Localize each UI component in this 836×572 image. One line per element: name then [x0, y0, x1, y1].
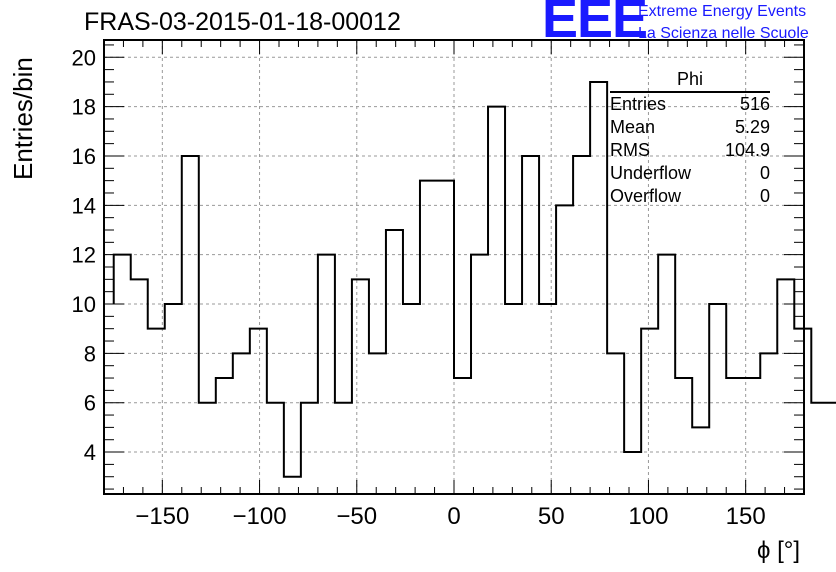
x-tick-label: −50 — [336, 503, 377, 530]
y-tick-label: 18 — [72, 95, 96, 120]
y-tick-label: 10 — [72, 292, 96, 317]
logo-subtitle-line1: Extreme Energy Events — [638, 3, 807, 20]
axis-ticks — [103, 40, 805, 494]
stats-value: 0 — [759, 163, 770, 183]
stats-label: RMS — [610, 140, 650, 160]
y-tick-label: 16 — [72, 144, 96, 169]
stats-label: Mean — [610, 117, 656, 137]
y-tick-label: 12 — [72, 243, 96, 268]
eee-logo: EEE — [542, 0, 648, 49]
x-tick-label: 150 — [726, 503, 766, 530]
stats-row-underflow: Underflow 0 — [610, 162, 770, 185]
y-tick-label: 20 — [72, 45, 96, 70]
tick-labels: −150 −100 −50 0 50 100 150 4 6 8 10 12 14 16 18 20 — [72, 45, 766, 530]
grid-lines — [104, 40, 804, 494]
stats-row-rms: RMS 104.9 — [610, 139, 770, 162]
stats-label: Underflow — [610, 163, 692, 183]
stats-value: 516 — [739, 94, 770, 114]
stats-row-overflow: Overflow 0 — [610, 185, 770, 208]
x-tick-label: −100 — [233, 503, 287, 530]
x-axis-label: ϕ [°] — [757, 537, 800, 564]
logo-subtitle-line2: La Scienza nelle Scuole — [638, 25, 809, 42]
y-tick-label: 4 — [84, 440, 96, 465]
y-axis-label: Entries/bin — [8, 57, 38, 180]
y-tick-label: 8 — [84, 341, 96, 366]
stats-row-mean: Mean 5.29 — [610, 116, 770, 139]
y-tick-label: 6 — [84, 391, 96, 416]
stats-title: Phi — [610, 68, 770, 93]
x-tick-label: 0 — [447, 503, 460, 530]
page-title: FRAS-03-2015-01-18-00012 — [84, 8, 401, 36]
histogram-step-line — [112, 80, 836, 478]
stats-value: 104.9 — [724, 140, 770, 160]
y-tick-label: 14 — [72, 193, 96, 218]
stats-label: Entries — [610, 94, 667, 114]
x-tick-label: 50 — [538, 503, 565, 530]
x-tick-label: −150 — [135, 503, 189, 530]
stats-value: 0 — [759, 186, 770, 206]
stats-box: Phi Entries 516 Mean 5.29 RMS 104.9 Unde… — [610, 68, 770, 208]
stats-row-entries: Entries 516 — [610, 93, 770, 116]
stats-label: Overflow — [610, 186, 682, 206]
x-tick-label: 100 — [628, 503, 668, 530]
stats-value: 5.29 — [734, 117, 770, 137]
